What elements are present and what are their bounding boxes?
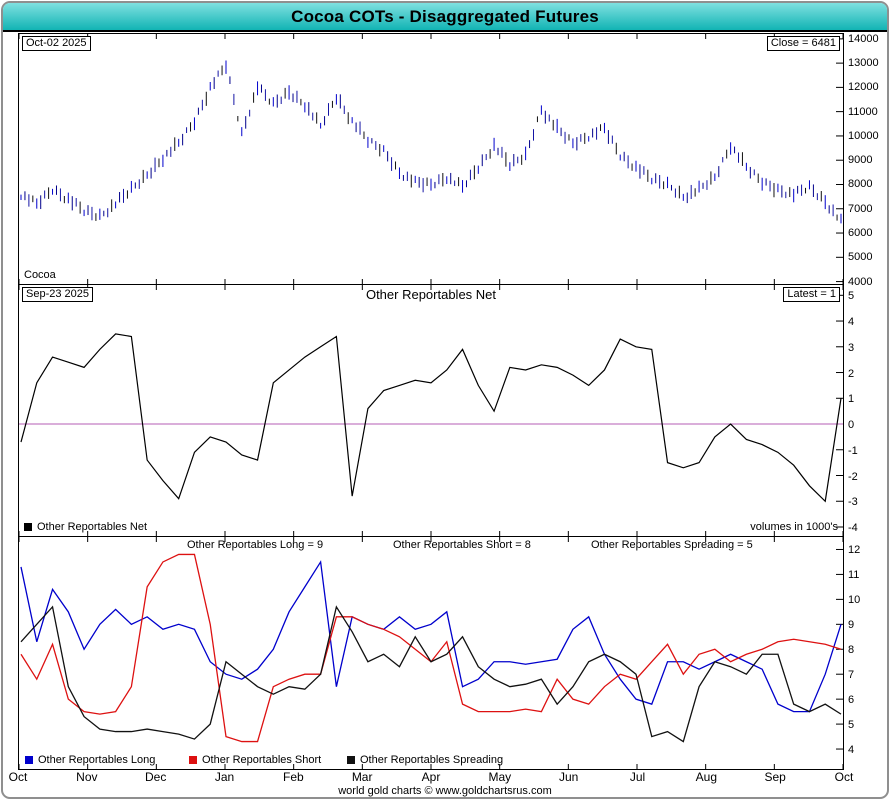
x-axis-month-label: Apr <box>421 770 441 784</box>
x-axis-month-label: Dec <box>144 770 167 784</box>
title-bar: Cocoa COTs - Disaggregated Futures <box>3 3 887 32</box>
y-axis-tick-label: 2 <box>848 367 855 380</box>
y-axis-tick-label: 8 <box>848 644 855 657</box>
y-axis-tick-label: 7000 <box>848 202 873 215</box>
long-legend-label: Other Reportables Long <box>38 754 156 766</box>
y-axis-tick-label: 11 <box>848 569 860 582</box>
net-legend-label: Other Reportables Net <box>37 521 148 533</box>
y-axis-tick-label: -1 <box>848 444 858 457</box>
x-axis-month-label: Nov <box>76 770 98 784</box>
footer-credit: world gold charts © www.goldchartsrus.co… <box>338 785 552 797</box>
volume-panel: Other Reportables Long = 9 Other Reporta… <box>18 537 844 770</box>
y-axis-tick-label: 9000 <box>848 154 873 167</box>
y-axis-tick-label: 5000 <box>848 251 873 264</box>
spreading-legend-label: Other Reportables Spreading <box>360 754 504 766</box>
net-panel: Other Reportables Net Sep-23 2025 Latest… <box>18 285 844 537</box>
y-axis-tick-label: -3 <box>848 496 858 509</box>
short-header-label: Other Reportables Short = 8 <box>393 539 531 551</box>
price-close-label: Close = 6481 <box>766 36 840 51</box>
spreading-legend: Other Reportables Spreading <box>347 754 503 767</box>
net-date-label: Sep-23 2025 <box>22 287 93 302</box>
y-axis-tick-label: 4 <box>848 744 855 757</box>
volume-chart-canvas <box>19 537 843 769</box>
y-axis-tick-label: 10000 <box>848 129 879 142</box>
x-axis-month-label: Jul <box>629 770 646 784</box>
net-legend-swatch-icon <box>24 523 32 531</box>
y-axis-tick-label: 5 <box>848 719 855 732</box>
y-axis-tick-label: 4000 <box>848 275 873 288</box>
y-axis-tick-label: -4 <box>848 521 858 534</box>
net-latest-label: Latest = 1 <box>783 287 840 302</box>
page-title: Cocoa COTs - Disaggregated Futures <box>291 6 599 26</box>
x-axis-month-label: Oct <box>834 770 854 784</box>
long-legend-swatch-icon <box>25 756 33 764</box>
y-axis-tick-label: 12000 <box>848 81 879 94</box>
price-panel: Oct-02 2025 Close = 6481 Cocoa <box>18 33 844 285</box>
y-axis-tick-label: 10 <box>848 594 861 607</box>
spreading-legend-swatch-icon <box>347 756 355 764</box>
price-chart-canvas <box>19 34 843 284</box>
price-instrument-label: Cocoa <box>24 269 56 281</box>
y-axis-tick-label: 9 <box>848 619 855 632</box>
y-axis-tick-label: -2 <box>848 470 858 483</box>
volumes-note: volumes in 1000's <box>750 521 838 533</box>
y-axis-tick-label: 13000 <box>848 57 879 70</box>
y-axis-tick-label: 14000 <box>848 32 879 45</box>
long-header-label: Other Reportables Long = 9 <box>187 539 324 551</box>
y-axis-tick-label: 5 <box>848 290 855 303</box>
short-legend-label: Other Reportables Short <box>202 754 322 766</box>
y-axis-tick-label: 1 <box>848 393 855 406</box>
spreading-header-label: Other Reportables Spreading = 5 <box>591 539 753 551</box>
y-axis-tick-label: 12 <box>848 544 861 557</box>
y-axis-tick-label: 6000 <box>848 227 873 240</box>
x-axis-month-label: Oct <box>8 770 28 784</box>
price-date-label: Oct-02 2025 <box>22 36 91 51</box>
x-axis-month-label: Feb <box>282 770 304 784</box>
y-axis-tick-label: 6 <box>848 694 855 707</box>
x-axis-month-label: Jun <box>558 770 579 784</box>
y-axis-tick-label: 11000 <box>848 105 878 118</box>
x-axis-month-label: Aug <box>695 770 717 784</box>
y-axis-tick-label: 4 <box>848 316 855 329</box>
x-axis-month-label: May <box>488 770 512 784</box>
y-axis-tick-label: 3 <box>848 341 855 354</box>
y-axis-tick-label: 0 <box>848 419 855 431</box>
long-legend: Other Reportables Long <box>25 754 155 767</box>
short-legend-swatch-icon <box>189 756 197 764</box>
y-axis-tick-label: 8000 <box>848 178 873 191</box>
net-panel-title: Other Reportables Net <box>365 287 497 302</box>
x-axis-month-label: Mar <box>351 770 373 784</box>
net-chart-canvas <box>19 285 843 536</box>
y-axis-tick-label: 7 <box>848 669 855 682</box>
net-legend: Other Reportables Net <box>24 521 147 534</box>
x-axis: Oct Nov Dec Jan Feb Mar Apr May Jun Jul Aug Sep Oct <box>3 770 887 785</box>
x-axis-month-label: Jan <box>214 770 235 784</box>
short-legend: Other Reportables Short <box>189 754 321 767</box>
x-axis-month-label: Sep <box>764 770 786 784</box>
